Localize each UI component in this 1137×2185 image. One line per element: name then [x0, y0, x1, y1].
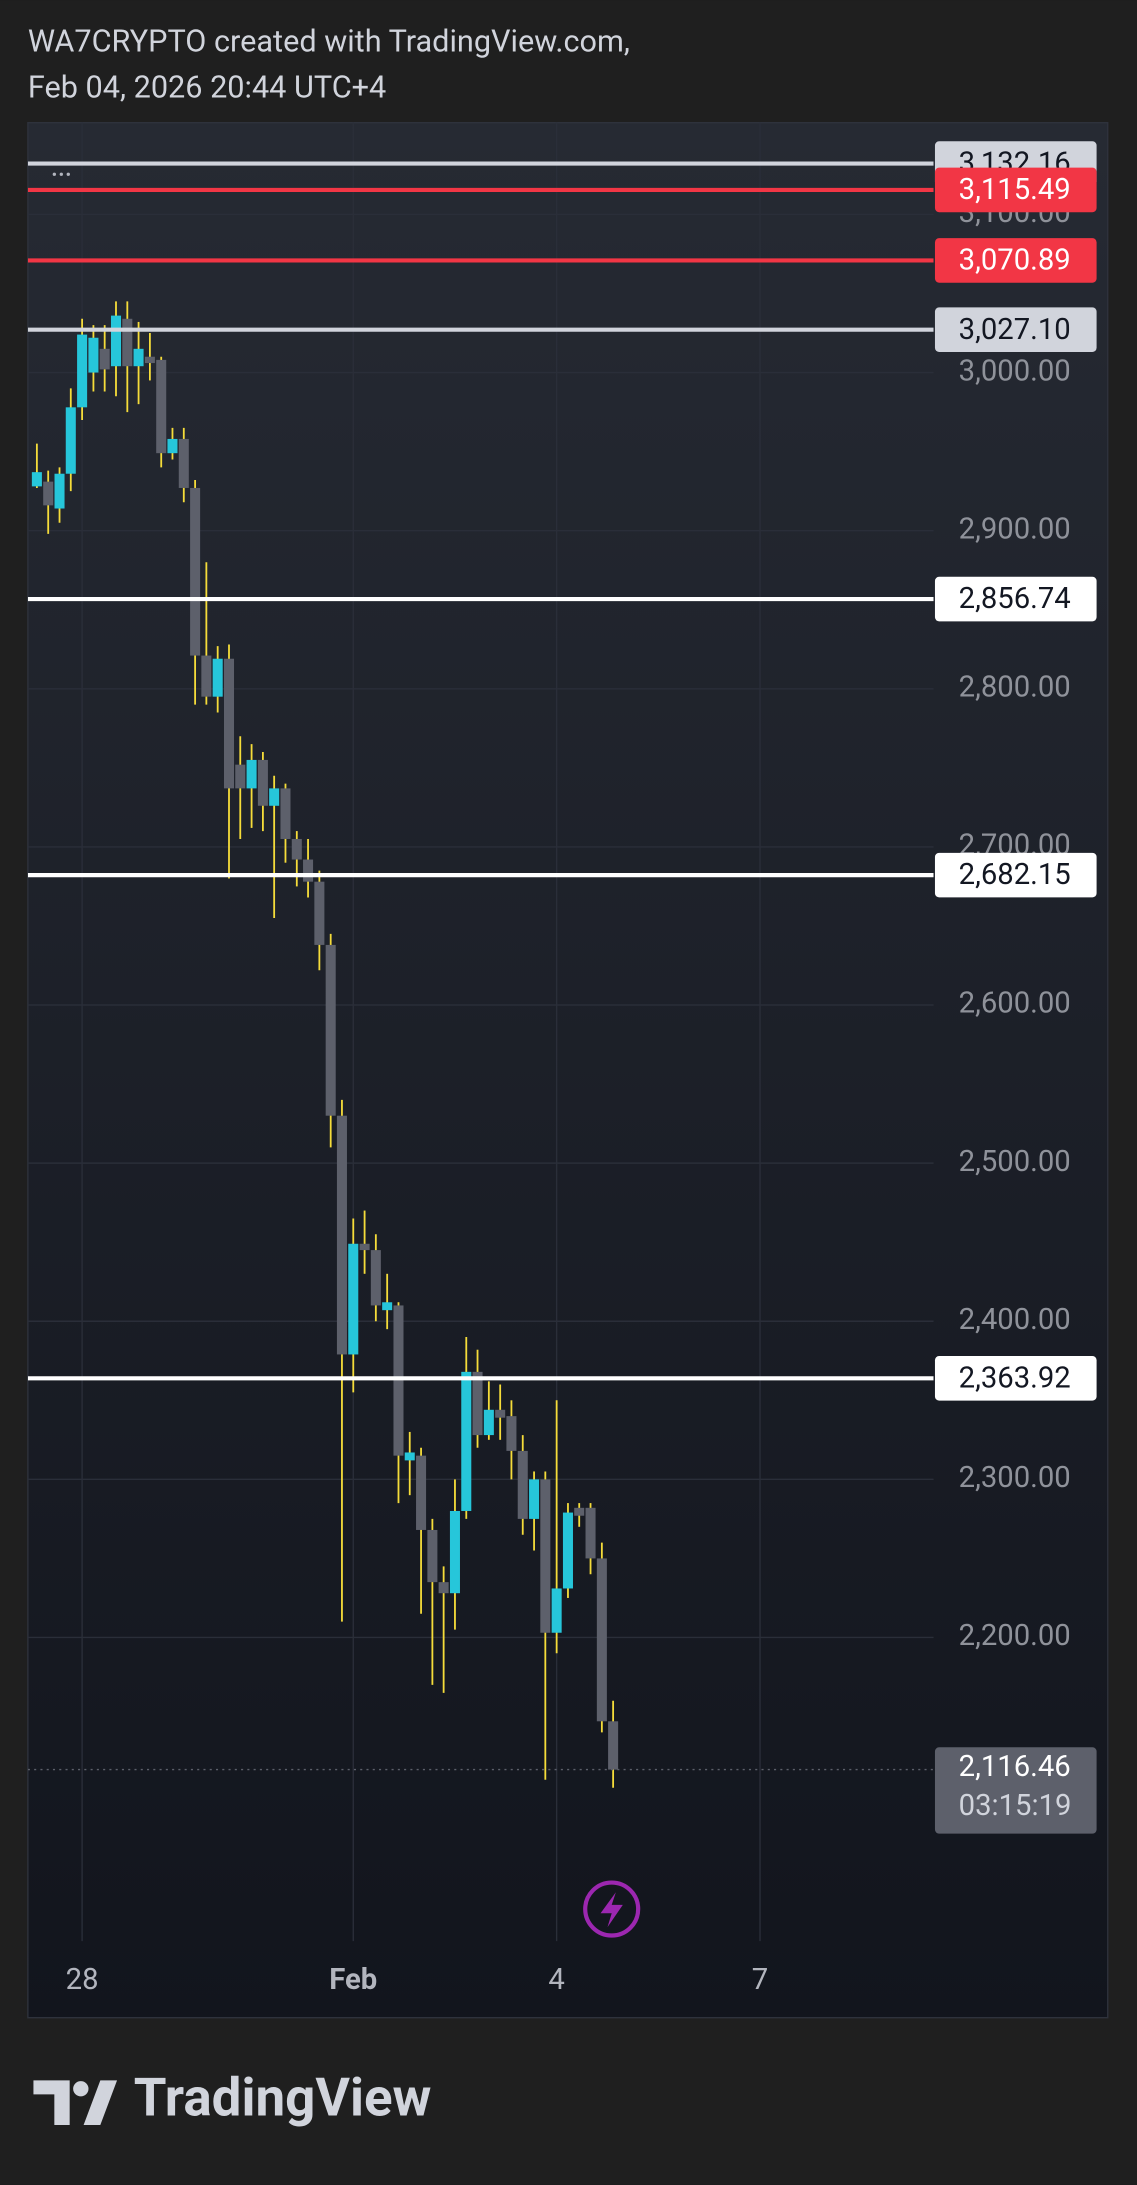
candle-body	[54, 473, 65, 509]
x-tick-label: 28	[66, 1963, 99, 1997]
price-line-box	[934, 238, 1097, 283]
y-tick-label: 2,500.00	[959, 1145, 1071, 1179]
y-tick-label: 2,900.00	[959, 512, 1071, 546]
candle-body	[201, 655, 212, 697]
candle-body	[562, 1512, 573, 1589]
price-line-label: 2,682.15	[959, 858, 1071, 892]
alert-icon[interactable]	[583, 1880, 641, 1938]
candle-body	[178, 438, 189, 488]
candle-body	[359, 1243, 370, 1251]
candle-body	[472, 1371, 483, 1436]
last-price-box	[934, 1747, 1097, 1834]
countdown-label: 03:15:19	[959, 1789, 1072, 1823]
grid	[27, 122, 934, 1942]
candle-body	[506, 1416, 517, 1451]
candle-body	[495, 1409, 506, 1418]
candle-body	[122, 318, 133, 367]
price-line-label: 3,115.49	[959, 173, 1071, 207]
candle-body	[280, 788, 291, 839]
candle-body	[404, 1452, 415, 1461]
price-line-label: 3,070.89	[959, 244, 1071, 278]
candle-body	[416, 1455, 427, 1530]
candle-body	[596, 1558, 607, 1722]
candle-body	[585, 1507, 596, 1559]
price-line-box	[934, 167, 1097, 213]
candle-body	[393, 1305, 404, 1456]
y-tick-label: 2,600.00	[959, 987, 1071, 1021]
candle-body	[370, 1250, 381, 1306]
y-tick-label: 2,400.00	[959, 1303, 1071, 1337]
candle-body	[88, 337, 99, 373]
chart-panel	[27, 122, 1109, 2019]
header-line: Feb 04, 2026 20:44 UTC+4	[28, 70, 386, 105]
candle-body	[167, 438, 178, 454]
candle-body	[65, 407, 76, 474]
candle-body	[144, 356, 155, 364]
candle-body	[438, 1582, 449, 1594]
candle-body	[517, 1450, 528, 1519]
candle-body	[551, 1588, 562, 1633]
candle-body	[190, 487, 201, 656]
price-line-box	[934, 576, 1097, 622]
x-tick-label: 7	[752, 1963, 768, 1997]
y-tick-label: 2,800.00	[959, 671, 1071, 705]
price-line-label: 2,363.92	[959, 1361, 1071, 1395]
candle-body	[449, 1510, 460, 1594]
candle-body	[529, 1479, 540, 1519]
candle-body	[314, 881, 325, 945]
candle-body	[43, 481, 54, 506]
candle-body	[246, 759, 257, 789]
candle-body	[257, 759, 268, 806]
candle-body	[325, 944, 336, 1116]
menu-dots	[52, 172, 70, 176]
axes: 2,200.00 2,300.00 2,400.00 2,500.00 2,600.00…	[66, 141, 1097, 1997]
brand-logo	[33, 2080, 118, 2125]
plot	[27, 161, 934, 1788]
candle-body	[382, 1302, 393, 1311]
candle-body	[348, 1243, 359, 1355]
candle-body	[336, 1115, 347, 1355]
candle-body	[483, 1409, 494, 1436]
x-tick-label: 4	[548, 1963, 564, 1997]
price-line-label: 3,027.10	[959, 313, 1071, 347]
candle-body	[461, 1371, 472, 1511]
candle-body	[574, 1507, 585, 1516]
last-price-label: 2,116.46	[959, 1750, 1071, 1784]
candle-body	[427, 1529, 438, 1583]
price-line-box	[934, 1356, 1097, 1401]
candle-body	[77, 334, 88, 408]
price-line-label: 2,856.74	[959, 582, 1071, 616]
candle-body	[31, 472, 42, 487]
candle-body	[156, 359, 167, 454]
candle-body	[223, 658, 235, 789]
y-tick-label: 2,300.00	[959, 1461, 1071, 1495]
header-line: WA7CRYPTO created with TradingView.com,	[28, 24, 630, 59]
candle-body	[269, 788, 280, 806]
brand-name: TradingView	[134, 2066, 432, 2128]
y-tick-label: 3,000.00	[959, 354, 1071, 388]
x-tick-label: Feb	[329, 1963, 377, 1997]
candle-body	[133, 348, 144, 367]
price-line-box	[934, 852, 1097, 898]
candle-body	[540, 1479, 551, 1633]
price-line-box	[934, 307, 1097, 352]
candle-body	[99, 348, 110, 370]
y-tick-label: 2,200.00	[959, 1619, 1071, 1653]
candle-body	[291, 838, 302, 860]
candle-body	[303, 859, 314, 882]
candle-body	[235, 764, 246, 789]
candle-body	[212, 658, 223, 697]
candle-body	[608, 1721, 619, 1770]
candle-body	[110, 315, 122, 367]
